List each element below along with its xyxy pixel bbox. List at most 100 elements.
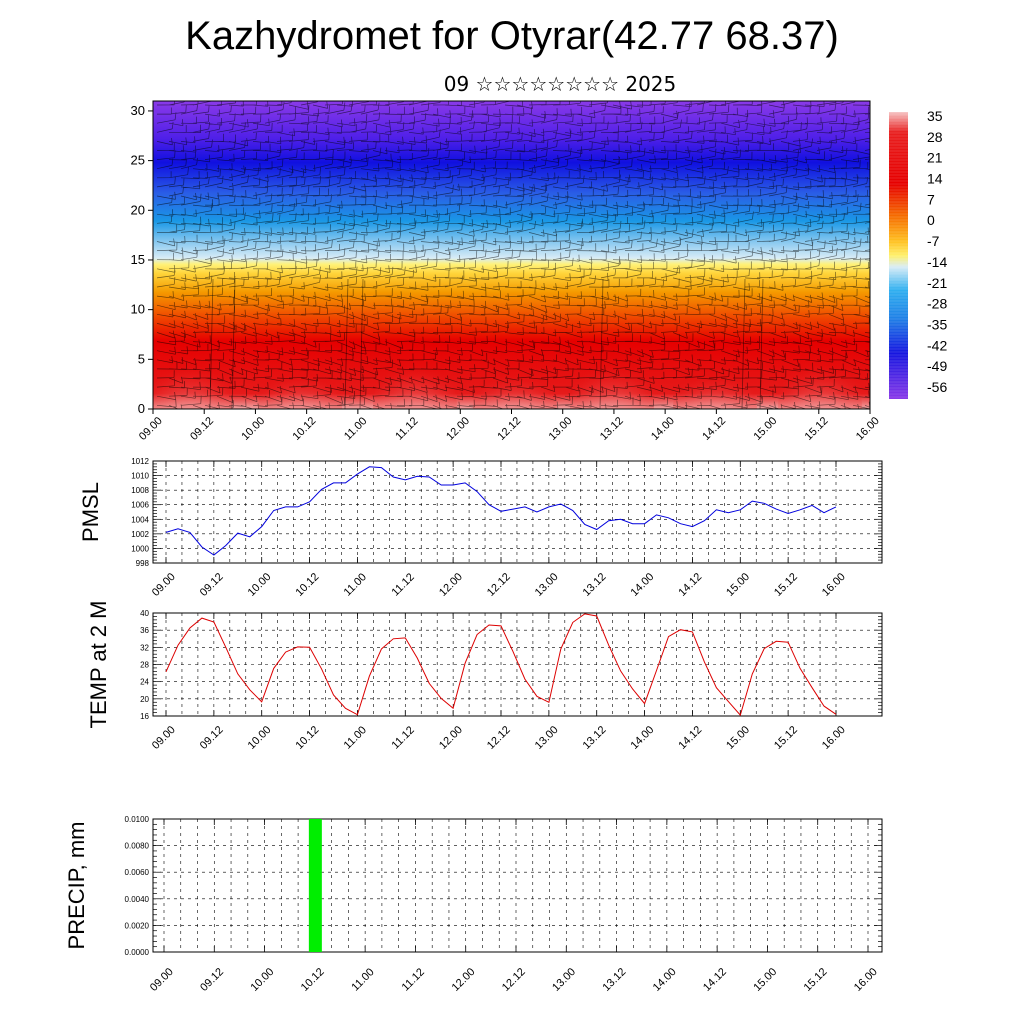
precip-ylabel: PRECIP, mm [64,822,89,950]
precip-bar [308,819,322,952]
pmsl-ytick-label: 1008 [131,486,149,495]
pmsl-series-line [165,466,837,556]
precip-xtick-label: 09.12 [198,966,226,994]
colorbar-label: -14 [927,254,947,270]
temp-xtick-label: 14.00 [628,724,656,752]
colorbar-fill [889,112,908,399]
precip-xtick-label: 13.00 [550,966,578,994]
precip-xtick-label: 15.00 [751,966,779,994]
colorbar-label: 0 [927,212,935,228]
precip-xtick-label: 14.12 [701,966,729,994]
pmsl-ytick-label: 1012 [131,457,149,466]
colorbar-label: -49 [927,358,947,374]
precip-ytick-label: 0.0080 [125,842,150,851]
pmsl-panel: 998 1000 1002 1004 1006 1008 1010 1012 09.00 09.1… [78,457,883,599]
pmsl-ytick-label: 998 [136,559,150,568]
heatmap-ytick-label: 5 [138,351,145,366]
temp-xtick-label: 15.12 [772,724,800,752]
colorbar: 35 28 21 14 7 0 -7 -14 -21 -28 -35 -42 -49 -56 [889,108,947,399]
heatmap-xtick-label: 10.00 [239,415,267,443]
temp-xtick-label: 13.12 [581,724,609,752]
precip-xtick-label: 11.00 [349,966,376,993]
precip-xtick-label: 12.12 [500,966,528,994]
pmsl-xtick-label: 12.12 [485,571,513,599]
pmsl-xtick-label: 16.00 [820,571,848,599]
temp-xtick-label: 10.00 [246,724,274,752]
wind-column [741,278,746,409]
precip-xtick-label: 13.12 [600,966,628,994]
wind-column [759,278,764,409]
colorbar-label: -42 [927,337,947,353]
heatmap-xtick-label: 13.00 [547,415,575,443]
temp-ytick-label: 20 [140,695,149,704]
heatmap-xtick-label: 11.12 [393,415,420,442]
temp-ytick-label: 32 [140,643,149,652]
colorbar-bands [889,111,908,398]
chart-title: Kazhydromet for Otyrar(42.77 68.37) [185,14,839,58]
heatmap-xtick-label: 12.00 [444,415,472,443]
colorbar-label: -21 [927,275,947,291]
heatmap-xtick-label: 14.00 [649,415,677,443]
colorbar-label: 28 [927,129,943,145]
precip-xtick-label: 14.00 [651,966,679,994]
temp-xtick-label: 09.12 [198,724,226,752]
heatmap-xtick-label: 13.12 [598,415,626,443]
pmsl-ytick-label: 1000 [131,544,149,553]
temp-ytick-label: 36 [140,626,149,635]
pmsl-xtick-label: 14.12 [676,571,704,599]
pmsl-xtick-label: 11.00 [342,571,369,598]
pmsl-xtick-label: 09.12 [198,571,226,599]
colorbar-label: 21 [927,150,943,166]
precip-xtick-label: 16.00 [852,966,880,994]
pmsl-grid [153,460,882,564]
chart-subtitle: 09 ☆☆☆☆☆☆☆☆ 2025 [443,72,677,96]
colorbar-label: 14 [927,171,943,187]
wind-column [209,278,214,409]
pmsl-xtick-label: 13.00 [533,571,561,599]
wind-column [599,278,604,409]
vertical-wind-lines [209,278,764,409]
colorbar-label: -35 [927,316,947,332]
heatmap-ytick-label: 15 [131,252,145,267]
precip-ytick-label: 0.0040 [125,895,150,904]
wind-barbs [156,101,870,409]
pmsl-ylabel: PMSL [78,482,103,542]
heatmap-field [153,101,870,409]
pmsl-xtick-label: 10.12 [293,571,321,599]
pmsl-xtick-label: 14.00 [628,571,656,599]
pmsl-xtick-label: 13.12 [581,571,609,599]
pmsl-ytick-label: 1010 [131,472,149,481]
pmsl-xtick-label: 10.00 [246,571,274,599]
precip-xtick-label: 15.12 [802,966,830,994]
heatmap-xtick-label: 09.12 [188,415,216,443]
pmsl-xtick-label: 15.00 [724,571,752,599]
precip-ytick-label: 0.0060 [125,868,150,877]
pmsl-frame [152,460,883,564]
heatmap-ytick-label: 0 [138,401,145,416]
temp-ytick-label: 40 [140,609,149,618]
wind-column [344,278,349,409]
temp-xtick-label: 12.12 [485,724,513,752]
temperature-cross-section: 0 5 10 15 20 25 30 09.00 09.12 10.00 10.12 11.00 11.… [131,100,882,443]
heatmap-xtick-label: 14.12 [700,415,728,443]
heatmap-xtick-label: 09.00 [137,415,165,443]
temp-xtick-label: 14.12 [676,724,704,752]
pmsl-xtick-label: 09.00 [150,571,178,599]
wind-barb-lines [156,101,870,409]
wind-column [231,278,236,409]
temp-ylabel: TEMP at 2 M [86,601,111,729]
pmsl-xtick-label: 12.00 [437,571,465,599]
precip-ytick-label: 0.0100 [125,815,150,824]
temp-ytick-label: 28 [140,661,149,670]
temp-xtick-label: 11.00 [342,724,369,751]
temp-ytick-label: 16 [140,712,149,721]
wind-column [359,278,364,409]
temp-ytick-label: 24 [140,678,149,687]
heatmap-xtick-label: 10.12 [291,415,319,443]
heatmap-ytick-label: 20 [131,202,145,217]
precip-ytick-label: 0.0020 [125,921,150,930]
precip-xtick-label: 11.12 [400,966,427,993]
heatmap-xtick-label: 15.12 [803,415,831,443]
colorbar-label: -7 [927,233,940,249]
